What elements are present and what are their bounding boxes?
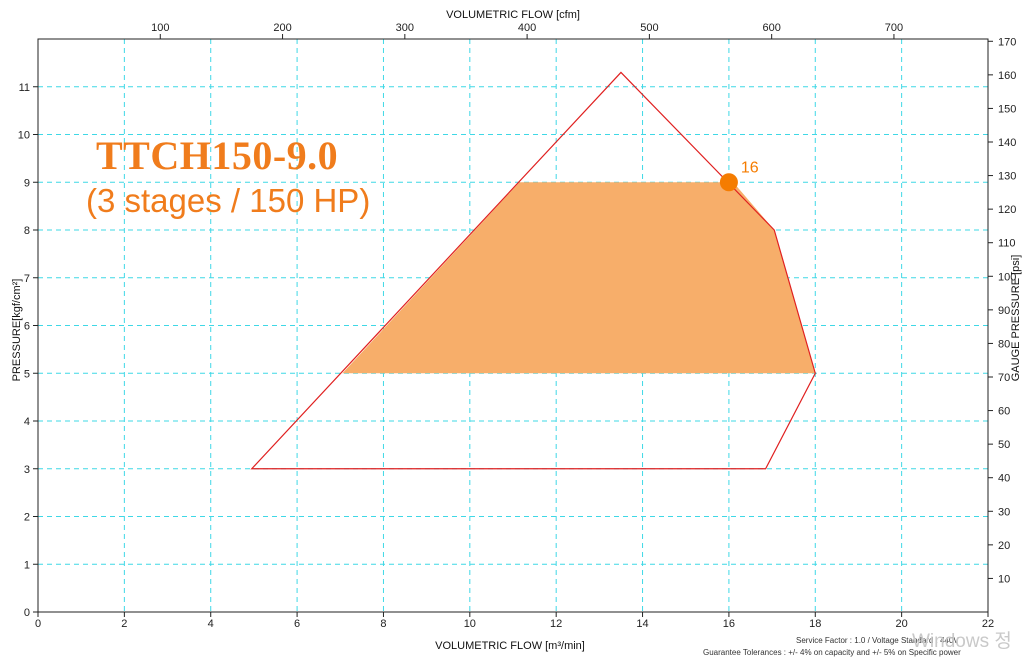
right-tick-label: 60: [998, 406, 1010, 418]
x-axis-title-top: VOLUMETRIC FLOW [cfm]: [446, 9, 580, 21]
x-tick-label: 18: [809, 618, 821, 630]
x-tick-label: 2: [121, 618, 127, 630]
top-tick-label: 600: [762, 22, 780, 34]
y-tick-label: 11: [19, 82, 30, 94]
y-tick-label: 5: [24, 368, 30, 380]
x-tick-label: 22: [982, 618, 994, 630]
right-tick-label: 80: [998, 338, 1010, 350]
right-tick-label: 100: [998, 271, 1016, 283]
right-tick-label: 50: [998, 439, 1010, 451]
service-footnote: Service Factor : 1.0 / Voltage Standard …: [796, 636, 959, 645]
y-tick-label: 9: [24, 177, 30, 189]
operating-region: [342, 182, 816, 374]
y-tick-label: 4: [24, 416, 30, 428]
right-tick-label: 120: [998, 204, 1016, 216]
y-tick-label: 10: [18, 130, 30, 142]
right-tick-label: 30: [998, 506, 1010, 518]
top-tick-label: 100: [151, 22, 169, 34]
x-tick-label: 14: [636, 618, 648, 630]
marker-layer: 16: [719, 159, 759, 192]
envelope-layer: [250, 71, 816, 470]
y-axis-title-left: PRESSURE[kgf/cm²]: [11, 279, 23, 382]
model-subtitle: (3 stages / 150 HP): [86, 182, 371, 219]
marker-label: 16: [741, 159, 759, 176]
y-tick-label: 1: [24, 559, 30, 571]
y-tick-label: 6: [24, 321, 30, 333]
x-tick-label: 16: [723, 618, 735, 630]
gridlines: [38, 39, 988, 612]
right-tick-label: 110: [998, 238, 1016, 250]
y-tick-label: 8: [24, 225, 30, 237]
y-tick-label: 2: [24, 512, 30, 524]
x-tick-label: 0: [35, 618, 41, 630]
x-axis-title-bottom: VOLUMETRIC FLOW [m³/min]: [435, 640, 585, 652]
x-tick-label: 8: [380, 618, 386, 630]
right-tick-label: 90: [998, 305, 1010, 317]
x-tick-label: 6: [294, 618, 300, 630]
y-axis-title-right: GAUGE PRESSURE [psi]: [1010, 255, 1022, 382]
right-tick-label: 40: [998, 473, 1010, 485]
right-tick-label: 20: [998, 540, 1010, 552]
tolerance-footnote: Guarantee Tolerances : +/- 4% on capacit…: [703, 648, 961, 657]
x-tick-label: 4: [208, 618, 214, 630]
top-tick-label: 400: [518, 22, 536, 34]
marker-point: [719, 173, 738, 192]
windows-watermark: Windows 정: [912, 631, 1012, 652]
right-tick-label: 170: [998, 36, 1016, 48]
x-tick-label: 20: [896, 618, 908, 630]
operating-region-layer: [342, 182, 816, 374]
y-tick-label: 3: [24, 464, 30, 476]
envelope-outline: [250, 71, 816, 470]
right-tick-label: 130: [998, 171, 1016, 183]
top-tick-label: 300: [396, 22, 414, 34]
right-tick-label: 140: [998, 137, 1016, 149]
top-tick-label: 500: [640, 22, 658, 34]
x-tick-label: 10: [464, 618, 476, 630]
right-tick-label: 150: [998, 103, 1016, 115]
y-tick-label: 0: [24, 607, 30, 619]
top-tick-label: 700: [885, 22, 903, 34]
x-tick-label: 12: [550, 618, 562, 630]
right-tick-label: 160: [998, 70, 1016, 82]
right-tick-label: 70: [998, 372, 1010, 384]
model-title: TTCH150-9.0: [96, 133, 339, 178]
top-tick-label: 200: [273, 22, 291, 34]
right-tick-label: 10: [998, 573, 1010, 585]
y-tick-label: 7: [24, 273, 30, 285]
